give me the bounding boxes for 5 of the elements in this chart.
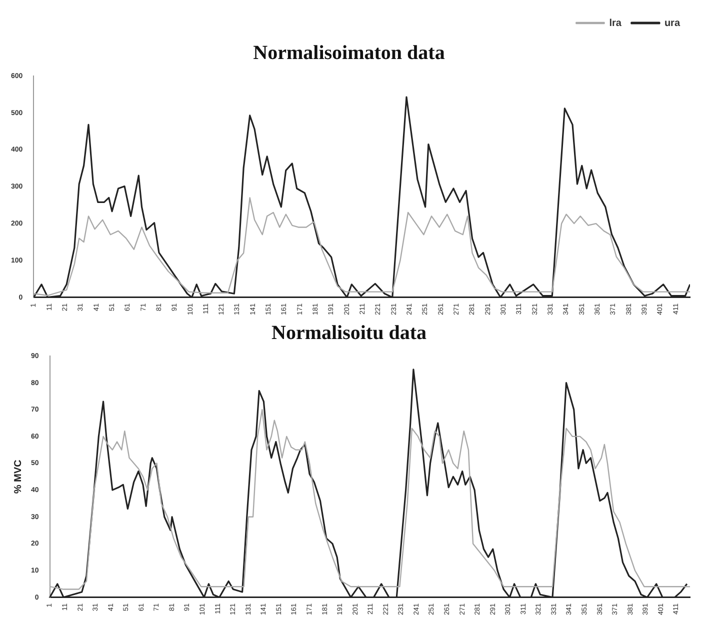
y-axis-title: % MVC [12,460,24,494]
legend-label: ura [664,18,680,29]
legend-label: lra [609,18,622,29]
chart-title: Normalisoitu data [272,322,426,344]
chart-title: Normalisoimaton data [253,42,445,64]
